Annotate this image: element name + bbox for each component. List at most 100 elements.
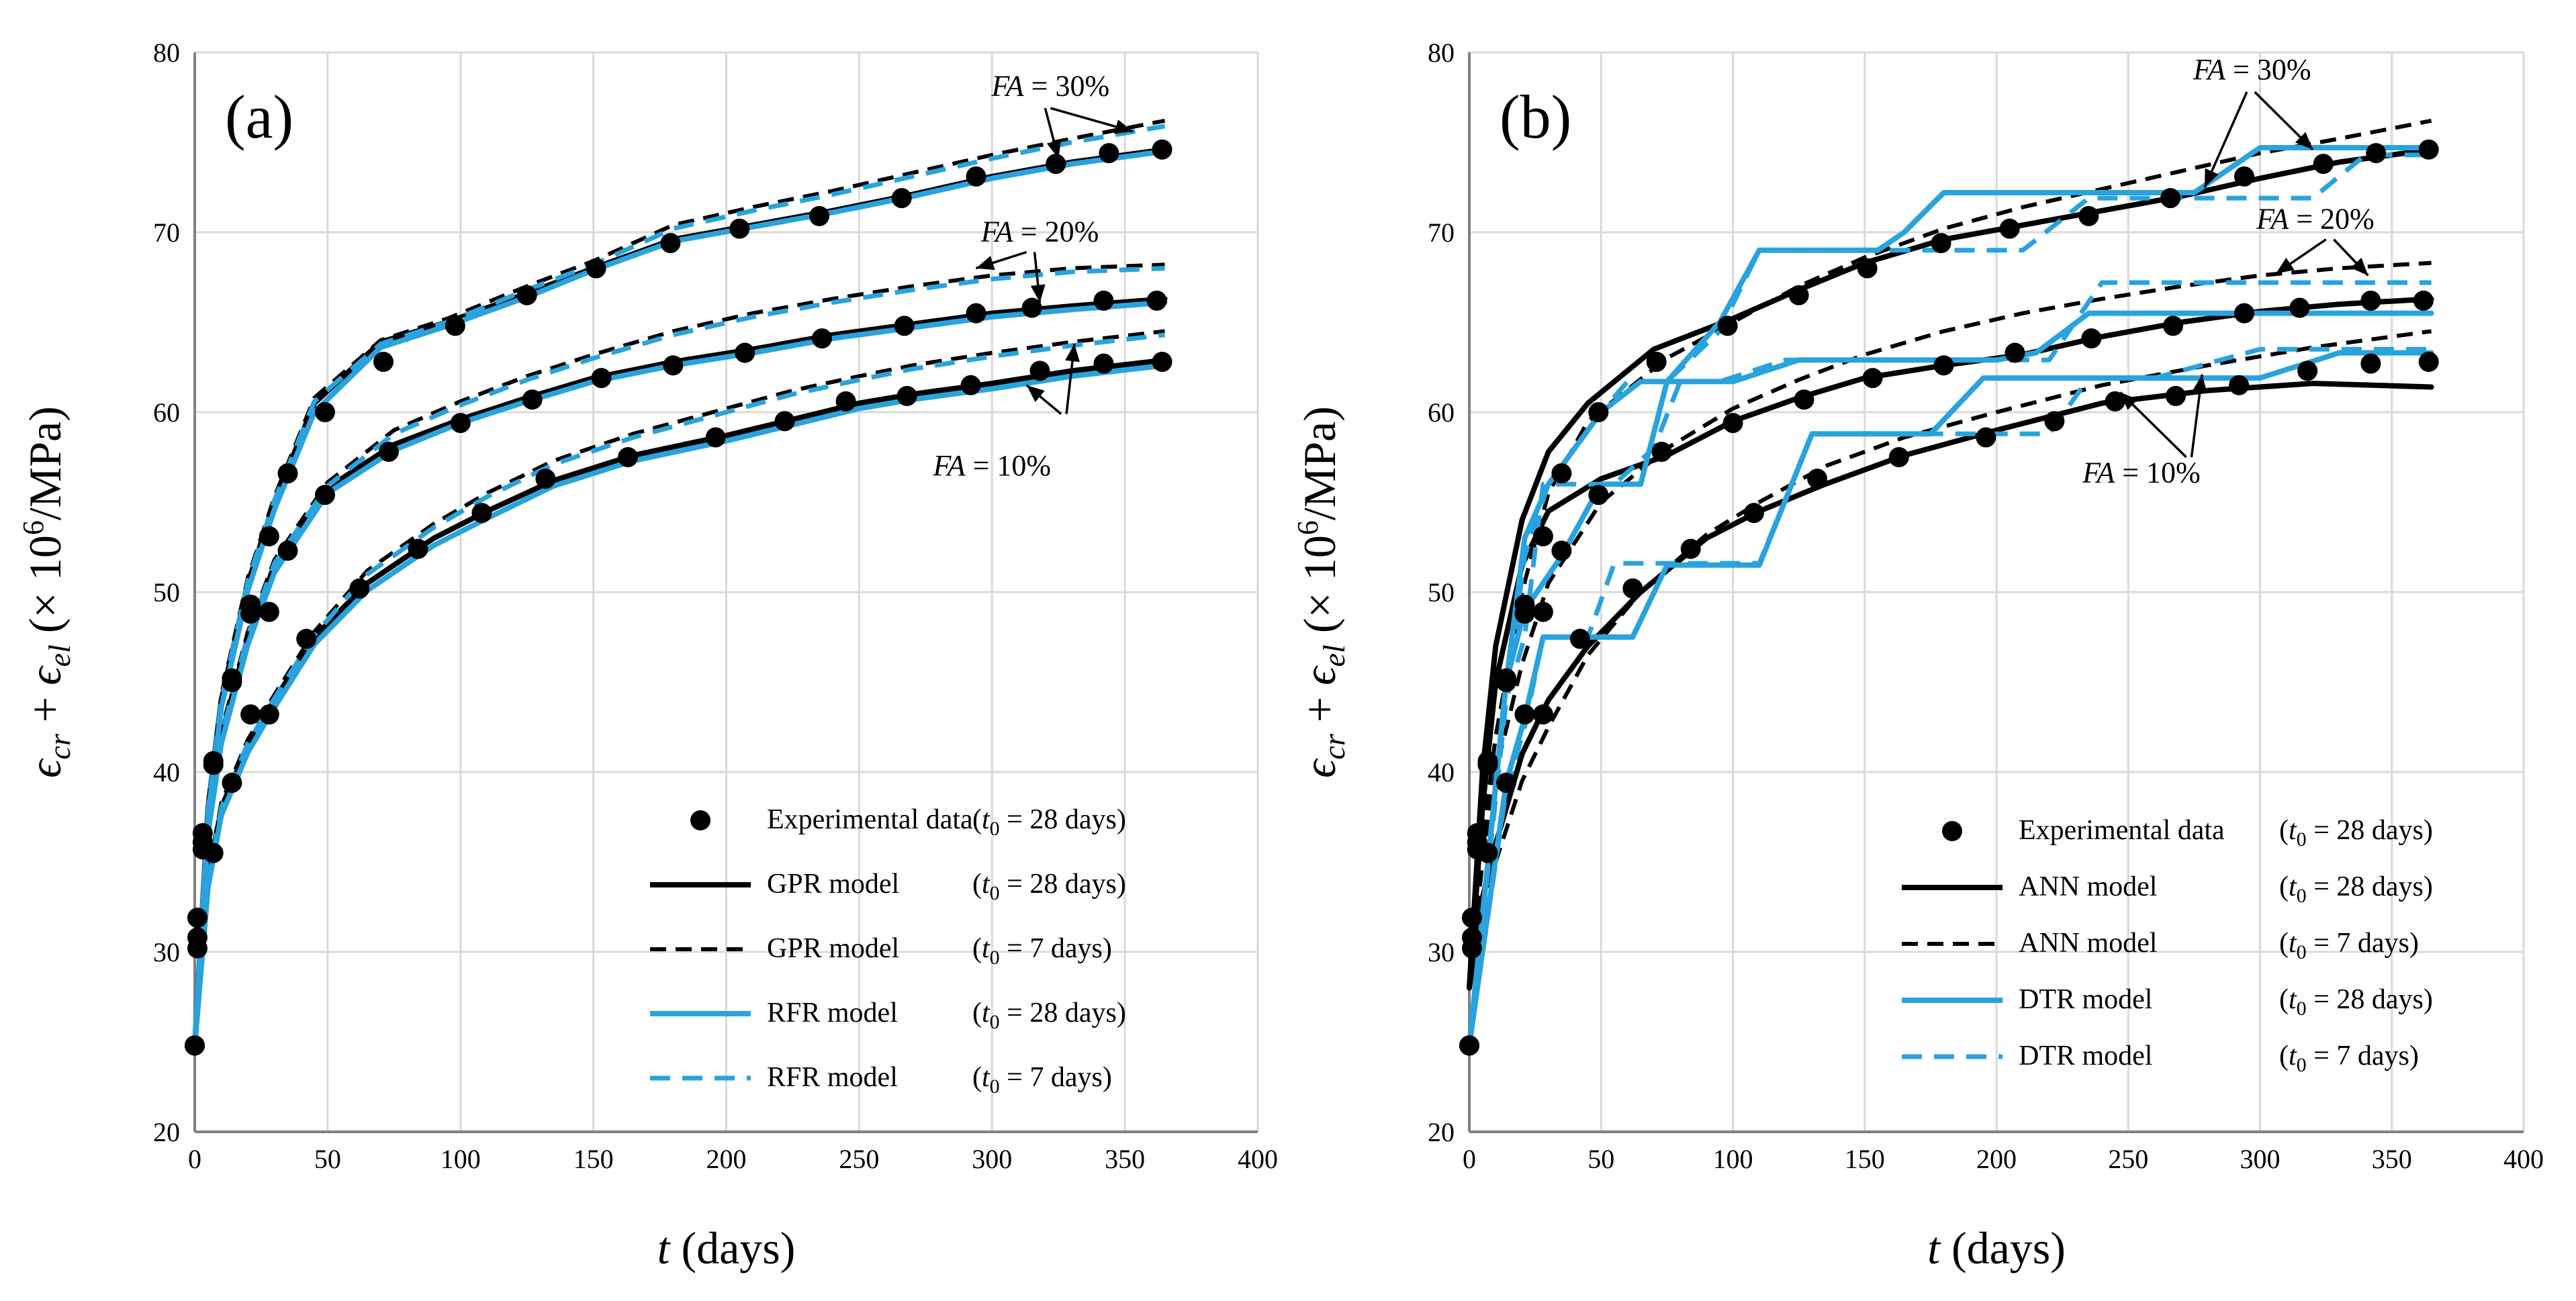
data-point bbox=[259, 526, 279, 546]
series-line: ANN model (t0 = 7 days) FA 30% bbox=[1467, 118, 2432, 988]
data-point bbox=[2081, 328, 2102, 349]
data-point bbox=[1588, 485, 1609, 505]
data-point bbox=[277, 463, 298, 484]
data-point bbox=[835, 391, 856, 412]
data-point bbox=[735, 342, 755, 363]
legend-label: ANN model bbox=[2019, 871, 2157, 902]
series-line: RFR model (t0 = 7 days) FA 10% bbox=[192, 332, 1165, 1046]
data-point bbox=[259, 601, 279, 622]
data-point bbox=[2162, 316, 2183, 336]
data-point bbox=[2229, 375, 2250, 395]
data-point bbox=[2418, 139, 2439, 160]
data-point bbox=[586, 258, 606, 279]
data-point bbox=[1646, 351, 1667, 372]
series-line: RFR model (t0 = 28 days) FA 10% bbox=[192, 363, 1168, 1049]
data-point bbox=[535, 469, 556, 489]
data-point bbox=[1857, 258, 1878, 279]
data-point bbox=[2360, 353, 2381, 374]
data-point bbox=[2078, 205, 2099, 226]
legend-t0: (t0 = 28 days) bbox=[972, 869, 1126, 904]
annotation-label: FA = 10% bbox=[2082, 456, 2201, 489]
data-point bbox=[203, 751, 224, 771]
x-tick-label: 50 bbox=[1588, 1144, 1614, 1174]
data-point bbox=[203, 842, 224, 863]
data-point bbox=[2160, 188, 2181, 209]
data-point bbox=[277, 540, 298, 561]
data-point bbox=[450, 413, 471, 434]
data-point bbox=[2165, 385, 2186, 406]
legend-label: RFR model bbox=[767, 998, 898, 1028]
y-tick-label: 30 bbox=[153, 937, 180, 967]
y-tick-label: 20 bbox=[153, 1117, 180, 1147]
data-point bbox=[1146, 290, 1167, 311]
data-point bbox=[1514, 704, 1535, 725]
x-tick-label: 400 bbox=[1238, 1144, 1278, 1174]
x-tick-label: 200 bbox=[1976, 1144, 2017, 1174]
data-point bbox=[2297, 360, 2318, 381]
data-point bbox=[1532, 601, 1553, 622]
data-point bbox=[1532, 526, 1553, 546]
y-tick-label: 40 bbox=[153, 757, 180, 787]
data-point bbox=[896, 385, 917, 406]
legend-marker bbox=[1942, 821, 1962, 841]
x-tick-label: 50 bbox=[314, 1144, 341, 1174]
data-point bbox=[705, 427, 726, 448]
y-tick-label: 80 bbox=[1428, 38, 1455, 68]
data-point bbox=[966, 303, 986, 324]
chart-panel-a: 0 50 100 150 200 250 300 350 400 20 30 40 50 60 70 80 t … bbox=[17, 38, 1278, 1273]
series-line: DTR model (t0 = 7 days) FA 10% bbox=[1467, 346, 2432, 1046]
data-point bbox=[1680, 538, 1701, 559]
legend-t0: (t0 = 7 days) bbox=[972, 1062, 1112, 1098]
data-point bbox=[1743, 503, 1764, 524]
data-point bbox=[2105, 391, 2125, 412]
data-point bbox=[1514, 604, 1535, 624]
annotation-arrowhead bbox=[1065, 344, 1080, 363]
series-line: GPR model (t0 = 7 days) FA 20% bbox=[193, 262, 1165, 1046]
annotation-label: FA = 20% bbox=[2256, 203, 2375, 236]
data-point bbox=[1467, 823, 1487, 844]
series-line: DTR model (t0 = 7 days) FA 30% bbox=[1467, 152, 2432, 1046]
data-point bbox=[894, 316, 915, 336]
data-point bbox=[522, 389, 543, 410]
annotation-arrowhead bbox=[2205, 168, 2219, 187]
x-tick-label: 350 bbox=[1105, 1144, 1145, 1174]
data-point bbox=[2413, 290, 2434, 311]
legend-marker bbox=[690, 810, 710, 830]
data-point bbox=[1099, 143, 1119, 164]
data-point bbox=[2234, 166, 2254, 187]
data-point bbox=[314, 485, 335, 505]
data-point bbox=[1722, 413, 1743, 434]
data-point bbox=[1021, 297, 1042, 318]
x-tick-label: 150 bbox=[573, 1144, 614, 1174]
y-tick-label: 80 bbox=[153, 38, 180, 68]
data-point bbox=[1794, 389, 1814, 410]
legend-label: RFR model bbox=[767, 1062, 898, 1093]
annotation-label: FA = 20% bbox=[980, 215, 1099, 248]
panel-label: (b) bbox=[1500, 83, 1571, 151]
data-point bbox=[2418, 351, 2439, 372]
annotation-arrowhead bbox=[1046, 140, 1062, 159]
x-tick-label: 250 bbox=[839, 1144, 879, 1174]
data-point bbox=[1976, 427, 1996, 448]
legend-label: DTR model bbox=[2019, 984, 2152, 1015]
data-point bbox=[445, 316, 465, 336]
annotation-arrowhead bbox=[2350, 257, 2368, 276]
legend-label: GPR model bbox=[767, 933, 899, 964]
data-point bbox=[774, 411, 795, 432]
data-point bbox=[1152, 351, 1172, 372]
data-point bbox=[618, 447, 639, 467]
data-point bbox=[663, 355, 684, 376]
legend-label: Experimental data bbox=[2019, 815, 2225, 846]
data-point bbox=[1888, 447, 1909, 467]
x-tick-label: 350 bbox=[2372, 1144, 2412, 1174]
data-point bbox=[222, 668, 242, 689]
data-point bbox=[2360, 290, 2381, 311]
x-tick-label: 100 bbox=[1713, 1144, 1753, 1174]
data-point bbox=[1496, 773, 1516, 793]
data-point bbox=[2044, 411, 2065, 432]
data-point bbox=[373, 351, 394, 372]
data-point bbox=[1588, 402, 1609, 422]
data-point bbox=[192, 823, 213, 844]
data-point bbox=[1152, 139, 1172, 160]
